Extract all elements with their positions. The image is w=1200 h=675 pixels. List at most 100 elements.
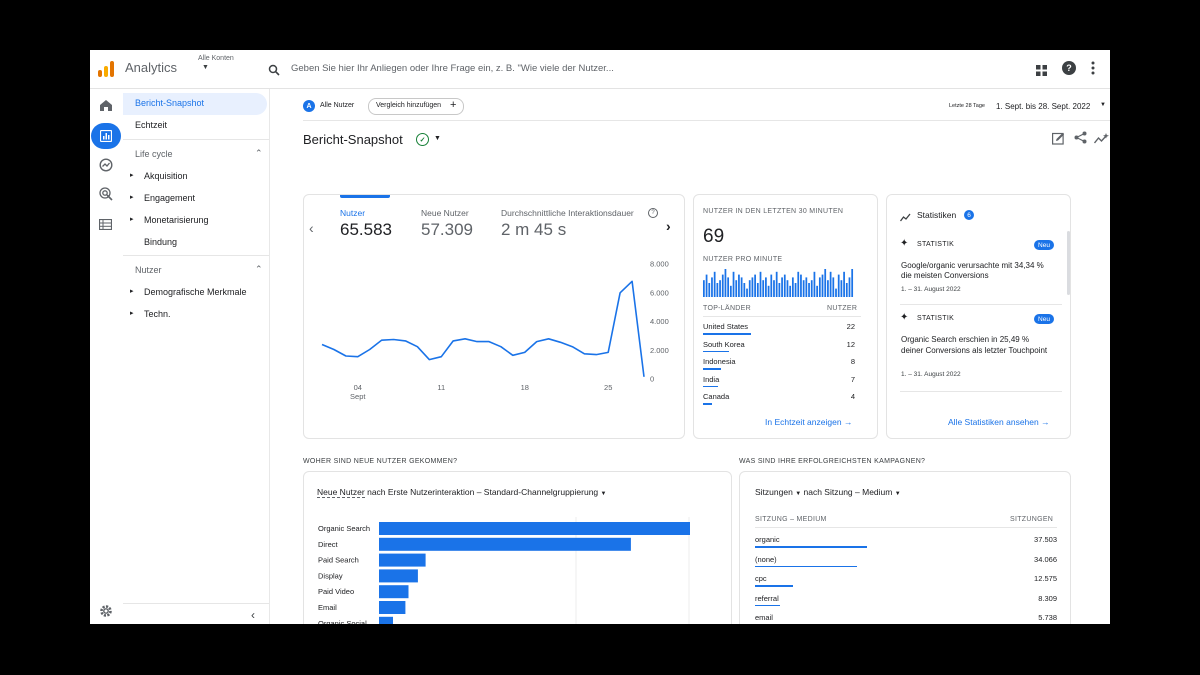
- date-range-picker[interactable]: Letzte 28 Tage 1. Sept. bis 28. Sept. 20…: [938, 99, 1110, 115]
- configure-list-icon[interactable]: [98, 217, 113, 235]
- apps-grid-icon[interactable]: [1036, 63, 1047, 81]
- country-value: 8: [850, 357, 855, 367]
- insight-text: Google/organic verursachte mit 34,34 % d…: [901, 261, 1044, 280]
- minute-bar: [824, 269, 827, 297]
- nav-item-techn[interactable]: ▸ Techn.: [123, 307, 269, 325]
- realtime-link[interactable]: In Echtzeit anzeigen →: [765, 417, 852, 427]
- compare-button[interactable]: Vergleich hinzufügen +: [368, 98, 464, 115]
- chevron-down-icon: ▼: [1100, 102, 1106, 108]
- settings-gear-icon[interactable]: [99, 604, 113, 623]
- campaigns-dropdowns[interactable]: Sitzungen ▼ nach Sitzung – Medium ▼: [755, 487, 901, 497]
- analytics-logo[interactable]: [98, 61, 116, 77]
- insight-date: 1. – 31. August 2022: [901, 371, 961, 378]
- minute-bar: [711, 277, 713, 297]
- explore-icon[interactable]: [99, 158, 113, 177]
- insights-scrollbar[interactable]: [1067, 231, 1070, 295]
- home-icon[interactable]: [99, 99, 113, 117]
- minute-bar: [767, 285, 770, 297]
- help-icon[interactable]: ?: [1062, 61, 1076, 75]
- minute-bar: [748, 280, 751, 297]
- collapse-chevron-left-icon[interactable]: ‹: [251, 608, 255, 622]
- acquisition-metric: Neue Nutzer: [317, 487, 365, 498]
- minute-bar: [727, 277, 730, 297]
- metric-label: Nutzer: [340, 208, 366, 218]
- nav-item-label: Engagement: [144, 193, 196, 203]
- account-label: Alle Konten: [198, 55, 234, 62]
- bar: [379, 553, 426, 567]
- minute-bar: [770, 274, 773, 297]
- customize-report-icon[interactable]: [1052, 132, 1065, 150]
- nav-item-akquisition[interactable]: ▸ Akquisition: [123, 169, 269, 187]
- nav-item-demografie[interactable]: ▸ Demografische Merkmale: [123, 285, 269, 303]
- country-row[interactable]: United States 22: [703, 322, 861, 338]
- minute-bar: [713, 271, 716, 297]
- insight-date: 1. – 31. August 2022: [901, 286, 961, 293]
- minute-bar: [719, 280, 721, 297]
- title-dropdown-icon[interactable]: ▼: [434, 135, 441, 142]
- nav-item-engagement[interactable]: ▸ Engagement: [123, 191, 269, 209]
- insight-item[interactable]: ✦ STATISTIK Neu Google/organic verursach…: [900, 238, 1062, 305]
- insights-sparkle-icon[interactable]: [1093, 132, 1109, 150]
- search-icon: [268, 63, 280, 81]
- campaign-row[interactable]: cpc 12.575: [755, 574, 1057, 592]
- country-value: 22: [846, 322, 855, 331]
- metric-tab-new-users[interactable]: Neue Nutzer 57.309: [421, 208, 473, 240]
- chevron-up-icon: ⌃: [255, 264, 263, 274]
- icon-rail: [90, 89, 124, 624]
- minute-bar: [773, 280, 775, 297]
- y-tick-label: 8.000: [650, 260, 669, 269]
- chevron-down-icon: ▼: [894, 491, 901, 497]
- advertising-icon[interactable]: [99, 187, 113, 206]
- minute-bar: [743, 283, 746, 297]
- insight-tag: STATISTIK: [917, 241, 955, 248]
- campaign-row[interactable]: email 5.738: [755, 613, 1057, 624]
- campaigns-metric: Sitzungen: [755, 487, 793, 497]
- acquisition-bar-chart: Organic Search Direct Paid Search Display Pa…: [318, 517, 690, 624]
- caret-right-icon: ▸: [130, 288, 134, 295]
- segment-chip[interactable]: A Alle Nutzer: [303, 99, 363, 115]
- nav-item-bindung[interactable]: Bindung: [123, 235, 269, 253]
- country-row[interactable]: Canada 4: [703, 392, 861, 408]
- bar: [379, 522, 690, 535]
- all-insights-link[interactable]: Alle Statistiken ansehen →: [948, 417, 1050, 427]
- nav-section-lifecycle[interactable]: Life cycle ⌃: [123, 146, 269, 164]
- share-icon[interactable]: [1074, 131, 1087, 149]
- country-row[interactable]: India 7: [703, 375, 861, 391]
- sparkle-icon: ✦: [900, 312, 909, 323]
- country-value: 4: [850, 392, 855, 402]
- account-selector[interactable]: Alle Konten ▼: [198, 55, 242, 83]
- next-metric-chevron-icon[interactable]: ›: [666, 218, 671, 234]
- search-bar[interactable]: Geben Sie hier Ihr Anliegen oder Ihre Fr…: [256, 52, 642, 86]
- minute-bar: [791, 277, 794, 297]
- campaign-row[interactable]: (none) 34.066: [755, 555, 1057, 573]
- sparkle-icon: ✦: [900, 238, 909, 249]
- prev-metric-chevron-icon[interactable]: ‹: [309, 220, 314, 236]
- insight-item[interactable]: ✦ STATISTIK Neu Organic Search erschien …: [900, 312, 1062, 386]
- reports-icon[interactable]: [91, 123, 121, 149]
- verified-check-icon[interactable]: ✓: [416, 133, 429, 146]
- country-row[interactable]: South Korea 12: [703, 340, 861, 356]
- nav-item-monetarisierung[interactable]: ▸ Monetarisierung: [123, 213, 269, 231]
- nav-item-realtime[interactable]: Echtzeit: [135, 120, 168, 130]
- bar-label: Paid Video: [318, 587, 354, 596]
- campaigns-card: Sitzungen ▼ nach Sitzung – Medium ▼ SITZ…: [739, 471, 1071, 624]
- new-badge: Neu: [1034, 314, 1054, 324]
- more-vert-icon[interactable]: [1091, 61, 1095, 80]
- acquisition-dropdown[interactable]: Neue Nutzer nach Erste Nutzerinteraktion…: [317, 487, 606, 498]
- minute-bar: [794, 283, 797, 297]
- top-bar: Analytics Alle Konten ▼ Geben Sie hier I…: [90, 50, 1110, 89]
- metric-tab-users[interactable]: Nutzer 65.583: [340, 208, 392, 240]
- country-row[interactable]: Indonesia 8: [703, 357, 861, 373]
- help-circle-icon[interactable]: ?: [648, 208, 658, 218]
- metric-tab-engagement-time[interactable]: Durchschnittliche Interaktionsdauer 2 m …: [501, 208, 634, 240]
- minute-bar: [818, 277, 821, 297]
- app-name: Analytics: [125, 60, 178, 75]
- campaign-row[interactable]: referral 8.309: [755, 594, 1057, 612]
- minute-bar: [783, 274, 786, 297]
- campaign-row[interactable]: organic 37.503: [755, 535, 1057, 553]
- nav-section-nutzer[interactable]: Nutzer ⌃: [123, 262, 269, 280]
- minute-bar: [775, 271, 778, 297]
- minute-bar: [832, 277, 835, 297]
- nav-item-snapshot[interactable]: Bericht-Snapshot: [123, 93, 267, 115]
- search-input[interactable]: Geben Sie hier Ihr Anliegen oder Ihre Fr…: [291, 63, 614, 74]
